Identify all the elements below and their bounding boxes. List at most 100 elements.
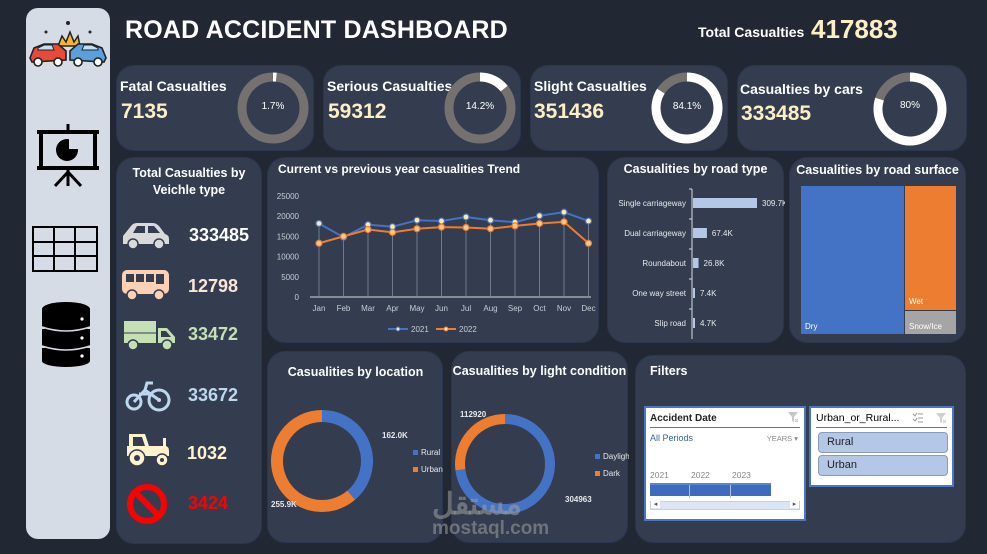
total-casualties-value: 417883 <box>811 14 898 44</box>
data-point <box>437 223 446 231</box>
donut-slice-urban <box>271 410 356 512</box>
treemap-cell-dry[interactable]: Dry <box>801 186 904 334</box>
x-tick-label: Jun <box>435 304 448 313</box>
legend-marker <box>395 326 401 332</box>
timeline-level-dropdown[interactable]: YEARS ▾ <box>766 434 798 443</box>
legend-swatch <box>595 471 600 476</box>
x-tick-label: Feb <box>337 304 351 313</box>
x-tick-label: Oct <box>533 304 546 313</box>
timeline-bar[interactable] <box>650 483 771 498</box>
y-tick-label: 5000 <box>281 273 299 282</box>
data-point <box>437 217 446 225</box>
light-condition-donut-chart: 304963 112920 Daylight Dark <box>455 410 629 514</box>
prohibited-icon <box>127 484 167 524</box>
kpi-value: 59312 <box>328 100 387 123</box>
y-tick-label: 0 <box>295 293 300 302</box>
data-point <box>584 217 593 225</box>
database-icon[interactable] <box>41 302 91 368</box>
multi-select-icon[interactable] <box>912 412 924 424</box>
location-panel: Casualities by location 162.0K 255.9K Rura… <box>267 351 443 543</box>
data-label: 7.4K <box>700 289 717 298</box>
donut-slice-dark <box>455 414 506 471</box>
kpi-label: Serious Casualties <box>327 78 453 94</box>
legend-marker <box>443 326 449 332</box>
timeline-period[interactable]: All Periods <box>650 433 694 443</box>
vehicle-value-truck: 33472 <box>188 324 239 344</box>
treemap-label: Snow/Ice <box>909 322 942 331</box>
presentation-chart-icon[interactable] <box>35 122 101 188</box>
panel-title: Current vs previous year casualities Tre… <box>278 162 521 176</box>
legend-swatch <box>413 450 418 455</box>
donut-slice-daylight <box>455 414 555 514</box>
y-tick-label: 25000 <box>277 192 300 201</box>
data-point <box>315 219 323 228</box>
scroll-left-icon[interactable]: ◂ <box>651 500 660 508</box>
kpi-percent: 84.1% <box>672 101 702 112</box>
x-tick-label: Jul <box>461 304 471 313</box>
vehicle-value-tractor: 1032 <box>187 443 228 463</box>
clear-filter-icon[interactable] <box>935 412 947 424</box>
category-label: Single carriageway <box>618 199 686 208</box>
kpi-card-slight: Slight Casualties 351436 84.1% <box>530 65 728 151</box>
treemap-cell-wet[interactable]: Wet <box>905 186 956 310</box>
timeline-level: YEARS <box>766 434 793 443</box>
data-label: 26.8K <box>704 259 726 268</box>
kpi-ring-fill <box>873 72 947 146</box>
kpi-value: 351436 <box>534 100 605 123</box>
data-point <box>364 225 372 234</box>
truck-icon <box>124 321 175 351</box>
category-label: One way street <box>632 289 687 298</box>
legend-label: 2022 <box>459 325 477 334</box>
kpi-label: Fatal Casualties <box>120 78 227 94</box>
panel-title: Casualities by location <box>287 365 424 379</box>
x-tick-label: Dec <box>581 304 595 313</box>
treemap-cell-snow-ice[interactable]: Snow/Ice <box>905 311 956 334</box>
watermark: مستقل mostaql.com <box>432 490 549 540</box>
car-crash-icon[interactable] <box>26 18 110 70</box>
data-point <box>462 213 470 221</box>
x-tick-label: Apr <box>386 304 399 313</box>
urban-rural-slicer[interactable]: Urban_or_Rural... Rural Urban <box>809 406 954 487</box>
x-tick-label: Mar <box>361 304 375 313</box>
kpi-percent: 1.7% <box>261 101 285 112</box>
slicer-item-rural[interactable]: Rural <box>818 432 948 453</box>
kpi-ring <box>444 72 516 144</box>
data-point <box>315 239 323 247</box>
category-label: Dual carriageway <box>624 229 686 238</box>
data-point <box>560 218 568 226</box>
bar <box>693 318 695 328</box>
scroll-right-icon[interactable]: ▸ <box>790 500 799 508</box>
timeline-year: 2023 <box>732 470 751 480</box>
kpi-percent: 14.2% <box>465 101 495 112</box>
data-label: 162.0K <box>382 431 408 440</box>
data-label: 304963 <box>565 495 592 504</box>
page-title: ROAD ACCIDENT DASHBOARD <box>125 16 508 44</box>
data-point <box>511 222 519 230</box>
data-point <box>388 228 397 236</box>
panel-title: Total Casualties by Veichle type <box>117 165 261 199</box>
table-grid-icon[interactable] <box>32 226 98 272</box>
watermark-arabic: مستقل <box>432 488 522 521</box>
data-point <box>413 216 421 224</box>
kpi-percent: 80% <box>899 100 920 111</box>
slicer-item-urban[interactable]: Urban <box>818 455 948 476</box>
data-point <box>535 212 544 220</box>
total-casualties-label: Total Casualties <box>698 24 805 40</box>
timeline-scrollbar[interactable]: ◂ ▸ <box>650 500 800 510</box>
kpi-card-cars: Casualties by cars 333485 80% <box>737 65 967 151</box>
filters-title: Filters <box>650 364 688 378</box>
treemap-label: Wet <box>909 297 924 306</box>
bar <box>693 288 695 298</box>
accident-date-timeline[interactable]: Accident Date All Periods YEARS ▾ 2021 2… <box>644 406 806 521</box>
clear-filter-icon[interactable] <box>787 411 799 423</box>
data-label: 112920 <box>460 410 487 419</box>
kpi-label: Slight Casualties <box>534 78 647 94</box>
donut-slice-rural <box>321 410 373 500</box>
panel-title: Casualities by road type <box>623 162 768 176</box>
road-type-bar-chart: Single carriageway 309.7K Dual carriageway… <box>618 188 785 339</box>
data-label: 255.9K <box>271 500 297 509</box>
y-tick-label: 15000 <box>277 232 300 241</box>
location-donut-chart: 162.0K 255.9K Rural Urban <box>271 410 443 512</box>
tractor-icon <box>127 434 169 467</box>
kpi-ring <box>651 72 723 144</box>
